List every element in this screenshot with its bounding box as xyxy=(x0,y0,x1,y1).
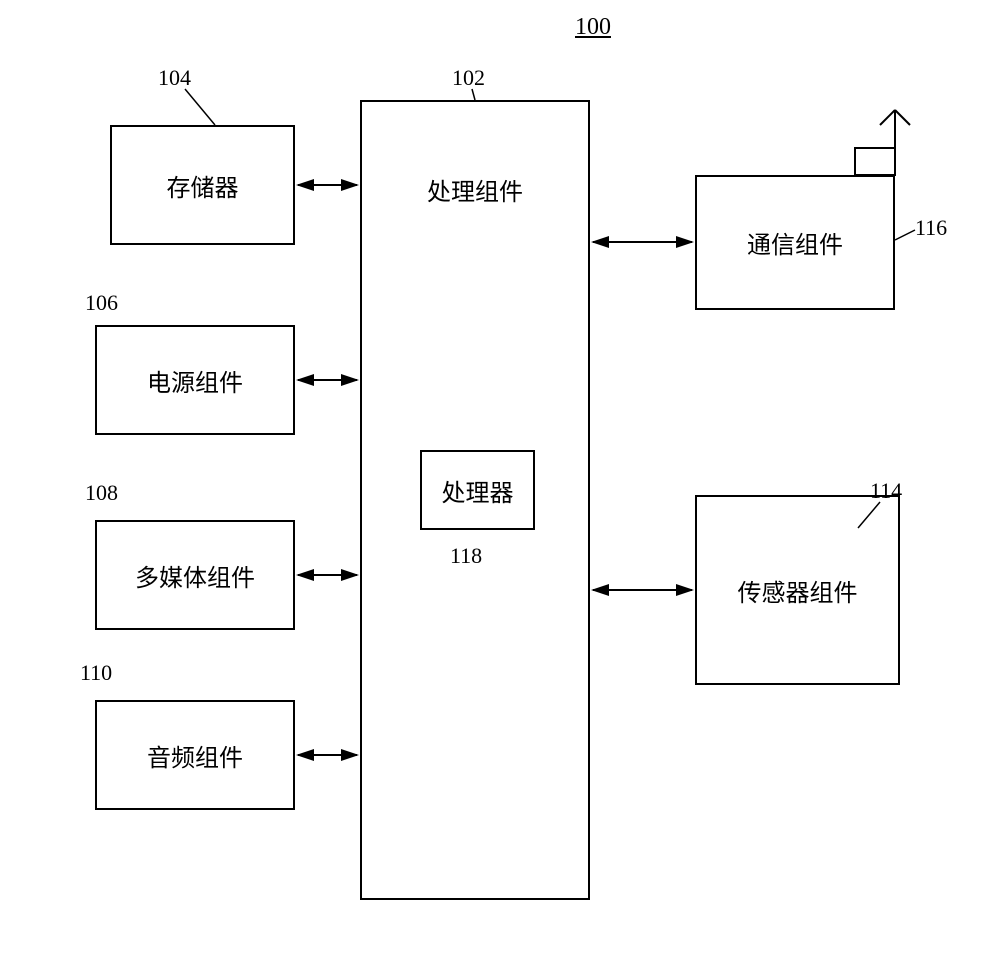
edge-processing-sensor xyxy=(0,0,1000,953)
